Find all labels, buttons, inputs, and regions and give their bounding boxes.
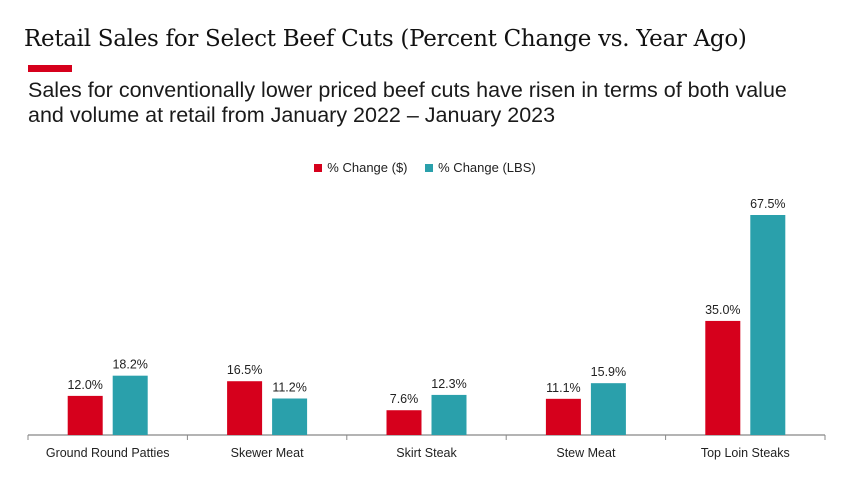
legend-label-dollars: % Change ($)	[327, 160, 408, 175]
bar-dollars	[227, 381, 263, 435]
x-tick-label: Ground Round Patties	[46, 446, 170, 460]
bar-dollars	[705, 320, 741, 435]
x-tick-label: Top Loin Steaks	[701, 446, 790, 460]
bar-lbs	[750, 215, 786, 435]
data-label: 18.2%	[112, 358, 147, 372]
page-title: Retail Sales for Select Beef Cuts (Perce…	[24, 26, 747, 52]
bar-lbs	[272, 398, 308, 435]
subtitle: Sales for conventionally lower priced be…	[28, 78, 787, 127]
data-label: 11.1%	[546, 381, 581, 395]
legend-item-dollars: % Change ($)	[314, 160, 408, 175]
data-label: 67.5%	[750, 197, 785, 211]
legend-label-lbs: % Change (LBS)	[438, 160, 536, 175]
bar-lbs	[431, 394, 467, 435]
data-label: 7.6%	[390, 392, 419, 406]
bar-dollars	[386, 410, 422, 435]
x-tick-label: Skewer Meat	[231, 446, 304, 460]
legend-swatch-dollars	[314, 164, 323, 172]
data-label: 11.2%	[272, 380, 307, 394]
data-label: 15.9%	[591, 365, 626, 379]
data-label: 12.3%	[431, 377, 466, 391]
bar-dollars	[67, 395, 103, 435]
data-label: 16.5%	[227, 363, 262, 377]
legend: % Change ($) % Change (LBS)	[0, 160, 850, 175]
legend-swatch-lbs	[425, 164, 434, 172]
bar-lbs	[590, 383, 626, 435]
legend-item-lbs: % Change (LBS)	[425, 160, 536, 175]
data-label: 35.0%	[705, 303, 740, 317]
x-tick-label: Stew Meat	[556, 446, 616, 460]
bar-dollars	[545, 398, 581, 435]
data-label: 12.0%	[67, 378, 102, 392]
accent-bar	[28, 65, 72, 72]
bar-lbs	[112, 375, 148, 435]
x-tick-label: Skirt Steak	[396, 446, 457, 460]
